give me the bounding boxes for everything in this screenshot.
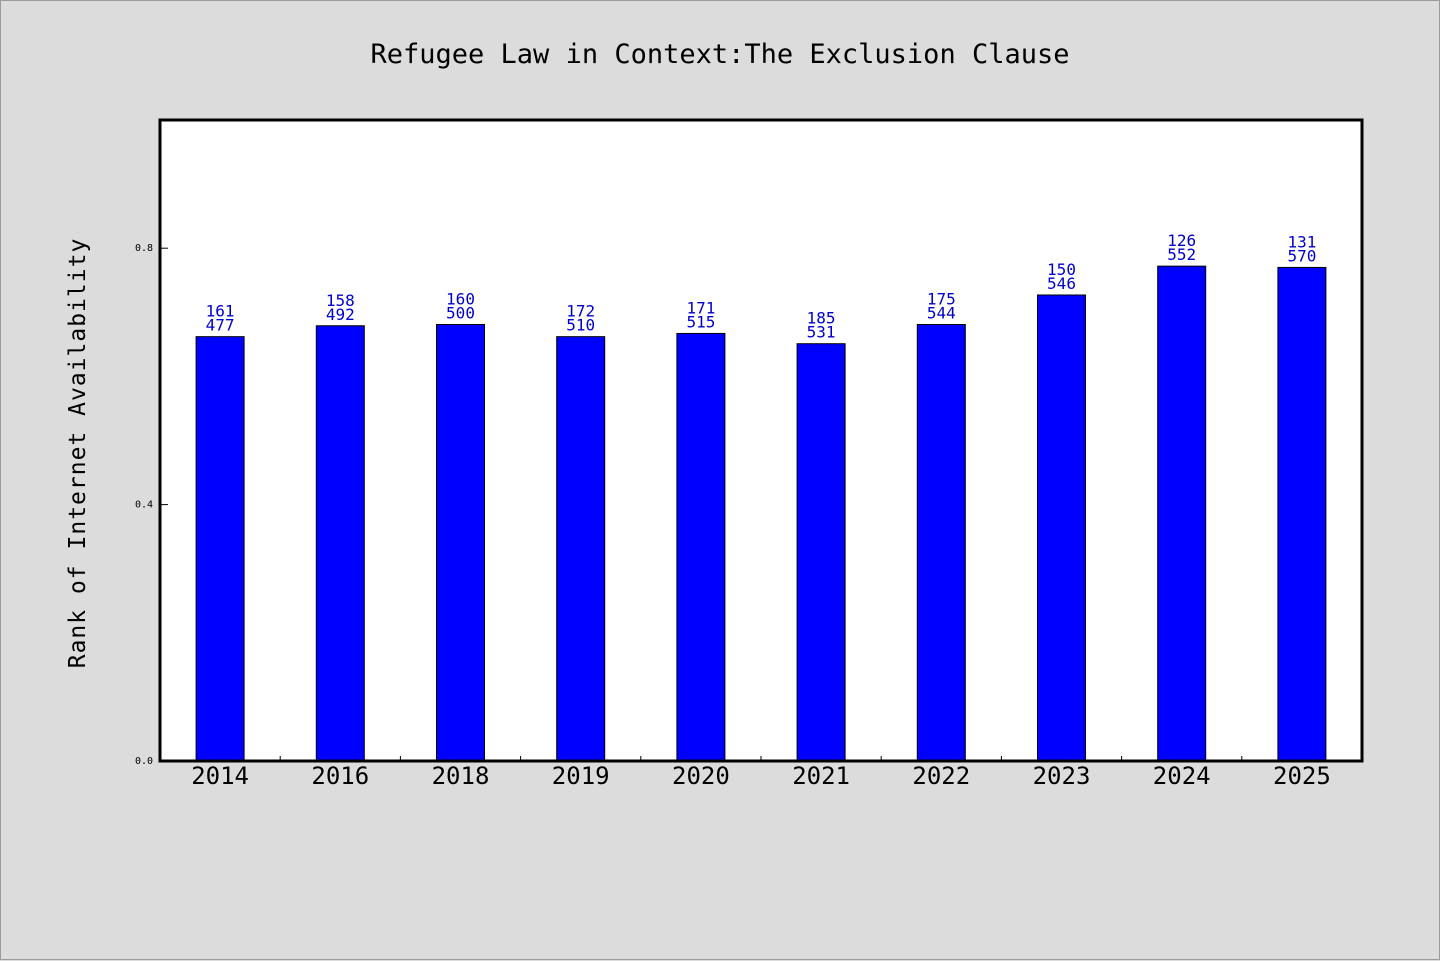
data-label-bottom-2014: 477 xyxy=(206,316,235,335)
x-tick-label-2016: 2016 xyxy=(311,762,369,790)
data-label-top-2014: 161 xyxy=(206,302,235,321)
x-tick-label-2023: 2023 xyxy=(1033,762,1091,790)
data-label-bottom-2020: 515 xyxy=(686,312,715,331)
x-tick-label-2019: 2019 xyxy=(552,762,610,790)
y-tick-label-0.0: 0.0 xyxy=(135,756,153,767)
bar-2021 xyxy=(796,343,846,762)
x-tick-label-2022: 2022 xyxy=(912,762,970,790)
data-label-top-2022: 175 xyxy=(927,289,956,308)
x-tick-label-2014: 2014 xyxy=(191,762,249,790)
chart-title: Refugee Law in Context:The Exclusion Cla… xyxy=(371,39,1070,70)
bar-2020 xyxy=(676,332,726,762)
data-label-top-2023: 150 xyxy=(1047,260,1076,279)
data-label-bottom-2022: 544 xyxy=(927,303,956,322)
bar-2016 xyxy=(315,325,365,762)
data-label-top-2016: 158 xyxy=(326,291,355,310)
y-axis-label: Rank of Internet Availability xyxy=(65,238,91,669)
bars-layer xyxy=(195,265,1327,762)
data-label-top-2024: 126 xyxy=(1167,231,1196,250)
data-label-bottom-2019: 510 xyxy=(566,316,595,335)
data-label-top-2018: 160 xyxy=(446,289,475,308)
x-tick-label-2024: 2024 xyxy=(1153,762,1211,790)
plot-border xyxy=(158,118,1364,763)
data-label-bottom-2016: 492 xyxy=(326,305,355,324)
x-tick-label-2018: 2018 xyxy=(432,762,490,790)
bar-2025 xyxy=(1277,266,1327,762)
bar-2024 xyxy=(1157,265,1207,762)
bar-2022 xyxy=(916,323,966,762)
data-label-top-2025: 131 xyxy=(1287,232,1316,251)
x-tick-label-2020: 2020 xyxy=(672,762,730,790)
bar-2023 xyxy=(1037,294,1086,762)
data-label-top-2020: 171 xyxy=(686,298,715,317)
x-tick-label-2025: 2025 xyxy=(1273,762,1331,790)
bar-2019 xyxy=(556,336,606,762)
x-axis: 2014 2016 2018 2019 2020 2021 2022 2023 2024 2025 xyxy=(191,756,1331,790)
data-label-bottom-2024: 552 xyxy=(1167,245,1196,264)
data-label-bottom-2018: 500 xyxy=(446,303,475,322)
y-tick-label-0.4: 0.4 xyxy=(135,500,153,511)
data-label-top-2019: 172 xyxy=(566,302,595,321)
data-label-top-2021: 185 xyxy=(807,309,836,328)
data-label-bottom-2025: 570 xyxy=(1287,246,1316,265)
data-label-bottom-2023: 546 xyxy=(1047,274,1076,293)
x-tick-label-2021: 2021 xyxy=(792,762,850,790)
data-label-bottom-2021: 531 xyxy=(807,323,836,342)
bar-2014 xyxy=(195,336,245,762)
y-tick-label-0.8: 0.8 xyxy=(135,243,153,254)
bar-2018 xyxy=(436,323,485,762)
